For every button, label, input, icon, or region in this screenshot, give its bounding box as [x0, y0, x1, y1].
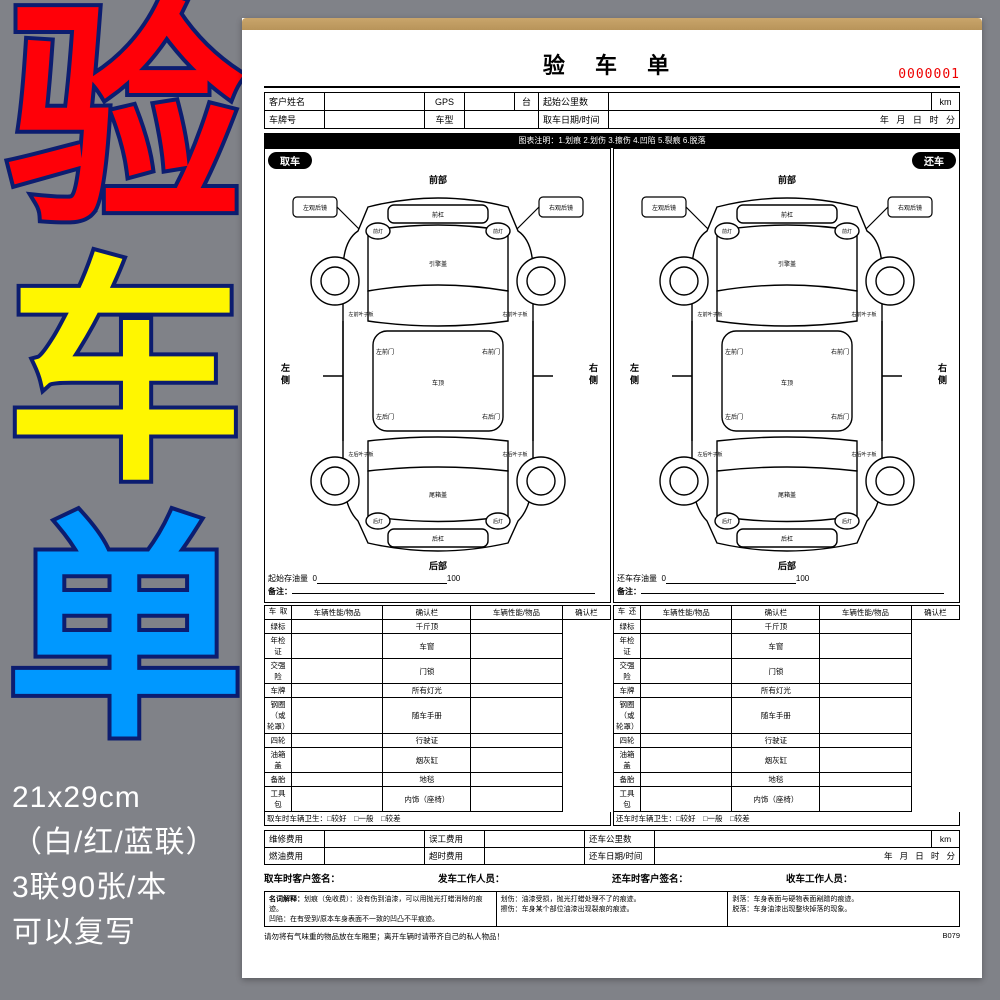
svg-text:左后门: 左后门: [724, 413, 742, 421]
signature-row: 取车时客户签名： 发车工作人员： 还车时客户签名： 收车工作人员：: [264, 871, 960, 885]
side-char-3: 单: [6, 504, 234, 761]
label-gps: GPS: [425, 93, 465, 111]
sig-customer-take[interactable]: 取车时客户签名：: [264, 871, 438, 885]
form-title: 验 车 单: [264, 48, 960, 80]
car-diagram-return: 前部 后部 左侧 右侧 左观后镜 右观后镜 前杠 引擎盖 左前叶子板 右前叶子板…: [617, 171, 956, 571]
svg-text:右前门: 右前门: [830, 348, 848, 356]
svg-text:前杠: 前杠: [431, 211, 443, 219]
side-carbon: 可以复写: [12, 910, 217, 955]
notes-box: 名词解释：划痕（免收费）：没有伤到油漆，可以用抛光打蜡消除的痕迹。凹陷：在有受到…: [264, 891, 960, 927]
svg-text:右观后镜: 右观后镜: [897, 204, 921, 212]
svg-text:左前门: 左前门: [375, 348, 393, 356]
footer: 请勿将有气味重的物品放在车厢里；离开车辆时请带齐自己的私人物品！ B079: [264, 931, 960, 942]
svg-text:右: 右: [937, 362, 947, 373]
svg-text:左观后镜: 左观后镜: [651, 204, 675, 212]
svg-text:左前叶子板: 左前叶子板: [697, 311, 722, 318]
label-customer: 客户姓名: [265, 93, 325, 111]
label-start-km: 起始公里数: [539, 93, 609, 111]
vh-return: 还 车: [614, 606, 641, 620]
hygiene-take: 取车时车辆卫生：□较好 □一般 □较差: [264, 812, 611, 826]
fuel-return: 还车存油量 0100: [617, 573, 956, 584]
svg-text:后部: 后部: [428, 560, 446, 571]
label-pickup-time: 取车日期/时间: [539, 111, 609, 129]
svg-text:右: 右: [588, 362, 598, 373]
remark-take: 备注：: [268, 586, 607, 597]
svg-text:后部: 后部: [777, 560, 795, 571]
svg-text:后灯: 后灯: [721, 518, 731, 525]
fuel-take: 起始存油量 0100: [268, 573, 607, 584]
svg-text:右后叶子板: 右后叶子板: [502, 451, 527, 458]
svg-text:后灯: 后灯: [372, 518, 382, 525]
svg-text:右后门: 右后门: [481, 413, 499, 421]
diagram-legend: 图表注明：1.划痕 2.划伤 3.擦伤 4.凹陷 5.裂痕 6.脱落: [264, 133, 960, 148]
binding-bar: [242, 18, 982, 30]
side-info: 21x29cm （白/红/蓝联） 3联90张/本 可以复写: [12, 775, 217, 955]
svg-text:左前叶子板: 左前叶子板: [348, 311, 373, 318]
svg-text:后杠: 后杠: [431, 535, 443, 543]
svg-text:前杠: 前杠: [780, 211, 792, 219]
svg-text:车顶: 车顶: [780, 379, 792, 387]
customer-info-table: 客户姓名 GPS 台 起始公里数 km 车牌号 车型 取车日期/时间 年 月 日…: [264, 92, 960, 129]
car-diagrams: 取车 前部 后部 左侧 右侧 左观后镜 右观后镜 前杠 引擎盖 左前叶子板 右前…: [264, 148, 960, 603]
svg-text:尾箱盖: 尾箱盖: [428, 491, 446, 499]
svg-text:右后门: 右后门: [830, 413, 848, 421]
svg-text:右前叶子板: 右前叶子板: [851, 311, 876, 318]
tag-return: 还车: [912, 152, 956, 169]
svg-text:后灯: 后灯: [841, 518, 851, 525]
svg-text:前部: 前部: [777, 174, 795, 185]
svg-text:右观后镜: 右观后镜: [548, 204, 572, 212]
hygiene-return: 还车时车辆卫生：□较好 □一般 □较差: [613, 812, 960, 826]
checklist-table-return: 还 车 车辆性能/物品确认栏车辆性能/物品确认栏 绿标千斤顶年检证车窗交强险门锁…: [613, 605, 960, 812]
pickup-date-cell[interactable]: 年 月 日 时 分: [609, 111, 960, 129]
svg-text:左前门: 左前门: [724, 348, 742, 356]
side-copies: （白/红/蓝联）: [12, 820, 217, 865]
side-sheets: 3联90张/本: [12, 865, 217, 910]
label-model: 车型: [425, 111, 465, 129]
svg-text:前灯: 前灯: [372, 228, 382, 235]
svg-text:后杠: 后杠: [780, 535, 792, 543]
svg-text:左后门: 左后门: [375, 413, 393, 421]
svg-text:车顶: 车顶: [431, 379, 443, 387]
svg-text:引擎盖: 引擎盖: [777, 260, 795, 268]
svg-text:前灯: 前灯: [841, 228, 851, 235]
vh-take: 取 车: [265, 606, 292, 620]
sig-customer-return[interactable]: 还车时客户签名：: [612, 871, 786, 885]
tag-take: 取车: [268, 152, 312, 169]
svg-text:左: 左: [629, 362, 639, 373]
svg-text:尾箱盖: 尾箱盖: [777, 491, 795, 499]
footer-note: 请勿将有气味重的物品放在车厢里；离开车辆时请带齐自己的私人物品！: [264, 931, 504, 942]
svg-text:左观后镜: 左观后镜: [302, 204, 326, 212]
serial-number: 0000001: [898, 67, 960, 82]
svg-text:前部: 前部: [428, 174, 446, 185]
form-sheet: 验 车 单 0000001 客户姓名 GPS 台 起始公里数 km 车牌号 车型…: [242, 18, 982, 978]
side-char-1: 验: [6, 0, 234, 247]
svg-text:前灯: 前灯: [721, 228, 731, 235]
svg-text:前灯: 前灯: [492, 228, 502, 235]
svg-text:右前门: 右前门: [481, 348, 499, 356]
checklist-table-take: 取 车 车辆性能/物品确认栏车辆性能/物品确认栏 绿标千斤顶年检证车窗交强险门锁…: [264, 605, 611, 812]
cost-table: 维修费用 误工费用 还车公里数 km 燃油费用 超时费用 还车日期/时间 年 月…: [264, 830, 960, 865]
sig-staff-dispatch[interactable]: 发车工作人员：: [438, 871, 612, 885]
svg-text:侧: 侧: [281, 374, 290, 385]
svg-text:右前叶子板: 右前叶子板: [502, 311, 527, 318]
svg-text:右后叶子板: 右后叶子板: [851, 451, 876, 458]
svg-text:侧: 侧: [938, 374, 947, 385]
side-title: 验 车 单: [6, 0, 234, 761]
svg-text:左: 左: [280, 362, 290, 373]
side-size: 21x29cm: [12, 775, 217, 820]
svg-text:侧: 侧: [630, 374, 639, 385]
label-unit: 台: [515, 93, 539, 111]
label-km: km: [932, 93, 960, 111]
svg-text:侧: 侧: [589, 374, 598, 385]
sig-staff-receive[interactable]: 收车工作人员：: [786, 871, 960, 885]
svg-text:后灯: 后灯: [492, 518, 502, 525]
car-diagram-take: 前部 后部 左侧 右侧 左观后镜 右观后镜 前杠 引擎盖 左前叶子板 右前叶子板…: [268, 171, 607, 571]
label-plate: 车牌号: [265, 111, 325, 129]
svg-text:左后叶子板: 左后叶子板: [697, 451, 722, 458]
svg-text:引擎盖: 引擎盖: [428, 260, 446, 268]
remark-return: 备注：: [617, 586, 956, 597]
footer-code: B079: [942, 931, 960, 942]
svg-text:左后叶子板: 左后叶子板: [348, 451, 373, 458]
side-char-2: 车: [6, 247, 234, 504]
